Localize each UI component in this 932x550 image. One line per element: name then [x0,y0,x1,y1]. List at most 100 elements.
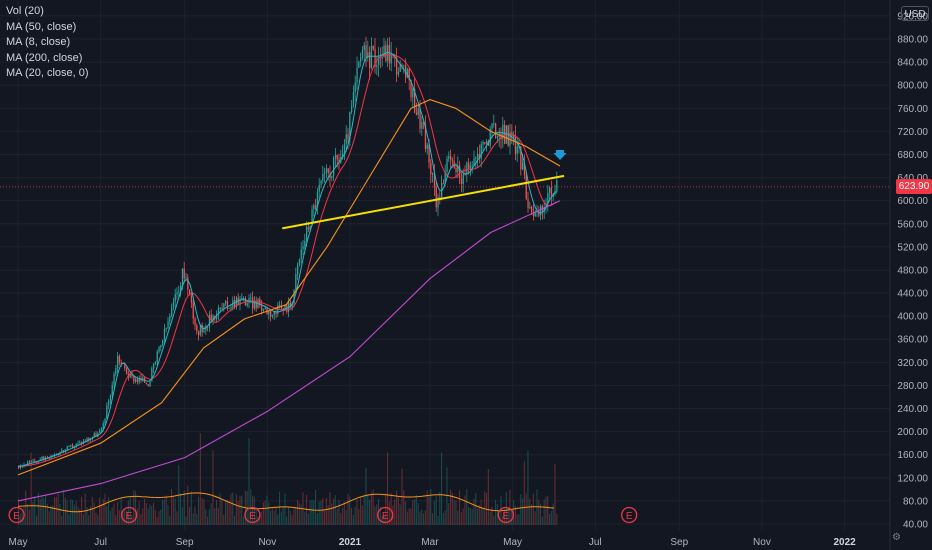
candle [273,311,275,315]
volume-bar [91,496,93,525]
candle [70,445,72,447]
legend-item-ma20[interactable]: MA (20, close, 0) [6,67,89,79]
volume-bar [520,494,522,525]
candle [379,56,382,58]
volume-bar [531,504,533,525]
candle [525,175,527,199]
candle [212,315,214,321]
earnings-marker[interactable] [244,506,261,524]
volume-bar [534,511,536,525]
volume-bar [451,492,453,525]
volume-bar [95,512,97,525]
volume-bar [318,501,320,525]
volume-bar [79,509,81,525]
candle [550,187,553,197]
candle [111,384,113,396]
candle [399,64,401,72]
legend-item-volume[interactable]: Vol (20) [6,5,44,17]
earnings-label: E [249,511,256,522]
volume-bar [550,511,552,525]
candle [282,308,284,310]
candle [390,53,392,64]
volume-bar [419,511,421,525]
legend-item-ma8[interactable]: MA (8, close) [6,36,71,48]
candle [347,134,349,140]
volume-bar [239,495,241,525]
volume-bar [297,499,299,525]
volume-bar [342,507,344,525]
volume-bar [198,496,200,525]
candle [75,443,77,447]
gear-icon[interactable]: ⚙ [892,532,901,543]
candle [174,294,176,302]
volume-bar [68,514,70,525]
candle [378,56,380,65]
volume-bar [144,498,146,525]
volume-bar [34,496,36,525]
volume-bar [354,506,356,525]
candle [493,123,495,125]
candle [489,128,491,146]
volume-bar [480,499,482,525]
volume-bar [261,511,263,525]
volume-bar [108,497,110,525]
volume-bar [340,512,342,525]
earnings-marker[interactable] [621,506,638,524]
volume-bar [32,501,34,525]
candle [556,179,558,192]
legend-item-ma50[interactable]: MA (50, close) [6,20,77,33]
volume-bar [277,514,279,525]
candle [324,172,326,174]
volume-bar [232,492,234,525]
candle [171,307,173,316]
y-tick-label: 880.00 [897,35,928,46]
candle [361,50,364,58]
candle [496,136,499,138]
arrow-down-icon[interactable] [553,150,567,160]
volume-bar [70,499,72,525]
x-tick-label: Sep [176,537,194,548]
volume-bar [171,489,173,525]
trendline[interactable] [282,174,565,230]
candle [129,373,131,378]
candle [306,227,308,241]
earnings-marker[interactable] [8,506,25,524]
candle [169,315,171,322]
candle [217,308,220,315]
candle [57,454,59,456]
volume-bar [448,503,450,525]
currency-badge[interactable]: USD [901,6,929,21]
volume-bar [549,513,551,525]
candle [414,88,416,113]
volume-bar [397,495,399,525]
volume-bar [540,503,542,525]
candle [462,174,464,184]
volume-bar [311,500,313,525]
volume-bar [381,516,383,525]
earnings-marker[interactable] [377,506,394,524]
earnings-marker[interactable] [120,506,138,524]
candle [34,460,36,462]
volume-bar [435,496,437,525]
volume-bar [473,498,475,525]
candle [291,303,293,308]
candle [363,45,365,51]
legend-item-ma200[interactable]: MA (200, close) [6,51,83,64]
y-tick-label: 40.00 [903,520,928,531]
earnings-marker[interactable] [497,506,514,524]
volume-bar [210,503,212,525]
indicator-legend: Vol (20) MA (50, close) MA (8, close) MA… [6,4,89,82]
candle [185,277,187,279]
candle [466,162,468,175]
candle [302,246,304,250]
candle [189,289,191,296]
candle [275,311,277,314]
candle [27,462,29,466]
candle [120,362,122,364]
candle [322,173,324,181]
volume-bar [522,498,524,525]
y-tick-label: 800.00 [897,81,928,92]
candle [502,124,504,140]
candle [32,460,34,462]
